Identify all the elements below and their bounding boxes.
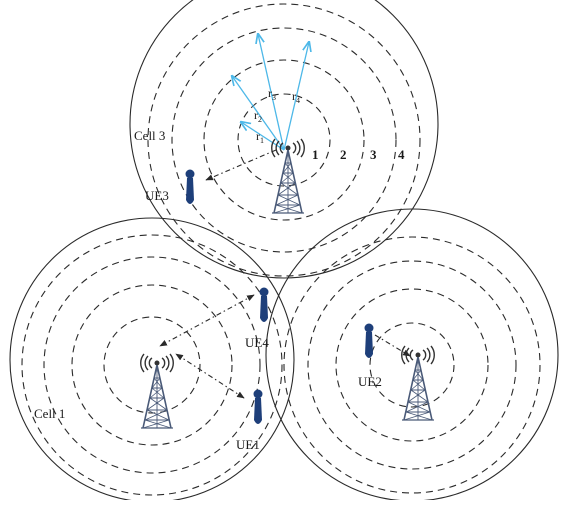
- ue4-label: UE4: [245, 335, 269, 350]
- ue1-icon: [253, 389, 263, 424]
- ue4-icon: [259, 287, 269, 322]
- ring-number-2: 2: [340, 147, 347, 162]
- base-station-cell-2-icon: [400, 345, 436, 421]
- radius-label-r3: r3: [268, 86, 276, 102]
- ue1-label: UE1: [236, 437, 260, 452]
- cell-3-label: Cell 3: [134, 128, 165, 143]
- radius-label-r1: r1: [256, 129, 264, 145]
- ue2-icon: [364, 323, 374, 358]
- radius-label-r4: r4: [292, 89, 300, 105]
- link-ue2: [374, 334, 411, 357]
- link-ue3: [205, 149, 277, 181]
- radius-arrow-r2: [232, 76, 285, 151]
- cell-2: [265, 208, 559, 502]
- cell-3-ring-4: [147, 3, 421, 277]
- cell-1-ring-4: [21, 234, 283, 496]
- cell-1-ring-3: [43, 256, 261, 474]
- cell-2-boundary: [265, 208, 559, 502]
- cell-2-rings: [283, 236, 541, 494]
- cell-2-ring-4: [283, 236, 541, 494]
- link-ue4: [159, 294, 255, 347]
- radius-arrows: [232, 34, 309, 151]
- ue3-label: UE3: [145, 188, 169, 203]
- cell-3-rings: [147, 3, 421, 277]
- radius-arrow-r4: [283, 42, 309, 151]
- ring-number-1: 1: [312, 147, 319, 162]
- cell-1-boundary: [9, 217, 295, 503]
- cell-3-ring-2: [203, 59, 365, 221]
- ue3-icon: [185, 169, 195, 204]
- cell-2-ring-1: [369, 322, 455, 408]
- cell-1-rings: [21, 234, 283, 496]
- radius-arrow-r3: [258, 34, 285, 151]
- cell-3-ring-1: [237, 93, 331, 187]
- cell-1-ring-2: [71, 284, 233, 446]
- cell-1-label: Cell 1: [34, 406, 65, 421]
- links: [159, 149, 411, 399]
- base-station-cell-3-icon: [270, 138, 306, 214]
- cell-2-ring-3: [307, 260, 517, 470]
- base-station-cell-1-icon: [139, 353, 175, 429]
- link-ue1: [175, 353, 245, 399]
- cell-3-boundary: [129, 0, 439, 279]
- ring-number-4: 4: [398, 147, 405, 162]
- radius-label-r2: r2: [254, 108, 262, 124]
- cell-3-ring-3: [171, 27, 397, 253]
- cell-2-ring-2: [335, 288, 489, 442]
- ring-number-3: 3: [370, 147, 377, 162]
- cell-1-ring-1: [103, 316, 201, 414]
- cell-3: [129, 0, 439, 279]
- ue2-label: UE2: [358, 374, 382, 389]
- cell-1: [9, 217, 295, 503]
